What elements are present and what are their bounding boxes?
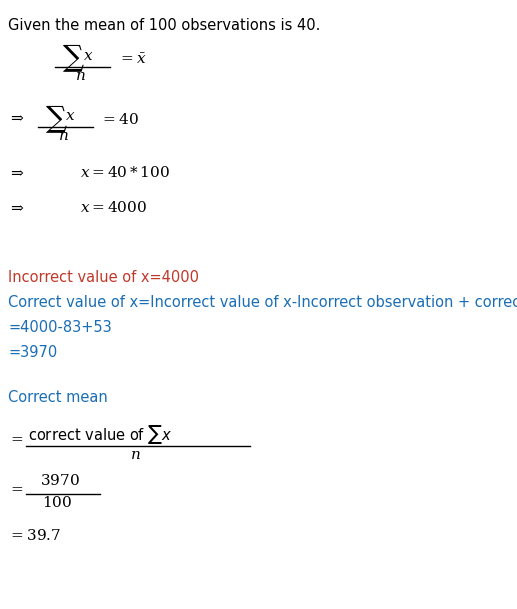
Text: $\Rightarrow$: $\Rightarrow$ bbox=[8, 200, 25, 215]
Text: $=$: $=$ bbox=[8, 480, 24, 495]
Text: $=$: $=$ bbox=[8, 430, 24, 445]
Text: Correct value of x=Incorrect value of x-Incorrect observation + correct observat: Correct value of x=Incorrect value of x-… bbox=[8, 295, 517, 310]
Text: $\sum$: $\sum$ bbox=[45, 103, 68, 135]
Text: Given the mean of 100 observations is 40.: Given the mean of 100 observations is 40… bbox=[8, 18, 321, 33]
Text: $\Rightarrow$: $\Rightarrow$ bbox=[8, 165, 25, 180]
Text: $n$: $n$ bbox=[58, 128, 69, 143]
Text: $n$: $n$ bbox=[130, 447, 141, 462]
Text: =4000-83+53: =4000-83+53 bbox=[8, 320, 112, 335]
Text: $3970$: $3970$ bbox=[40, 473, 80, 488]
Text: $= \bar{x}$: $= \bar{x}$ bbox=[118, 52, 147, 67]
Text: correct value of $\sum x$: correct value of $\sum x$ bbox=[28, 423, 173, 446]
Text: $n$: $n$ bbox=[75, 68, 86, 83]
Text: =3970: =3970 bbox=[8, 345, 57, 360]
Text: Correct mean: Correct mean bbox=[8, 390, 108, 405]
Text: $= 39.7$: $= 39.7$ bbox=[8, 528, 62, 543]
Text: $x = 40 * 100$: $x = 40 * 100$ bbox=[80, 165, 170, 180]
Text: $\sum$: $\sum$ bbox=[62, 42, 85, 74]
Text: Incorrect value of x=4000: Incorrect value of x=4000 bbox=[8, 270, 199, 285]
Text: $x$: $x$ bbox=[65, 108, 75, 123]
Text: $x$: $x$ bbox=[83, 48, 94, 63]
Text: $x = 4000$: $x = 4000$ bbox=[80, 200, 147, 215]
Text: $= 40$: $= 40$ bbox=[100, 112, 139, 127]
Text: $\Rightarrow$: $\Rightarrow$ bbox=[8, 110, 25, 125]
Text: $100$: $100$ bbox=[42, 495, 72, 510]
